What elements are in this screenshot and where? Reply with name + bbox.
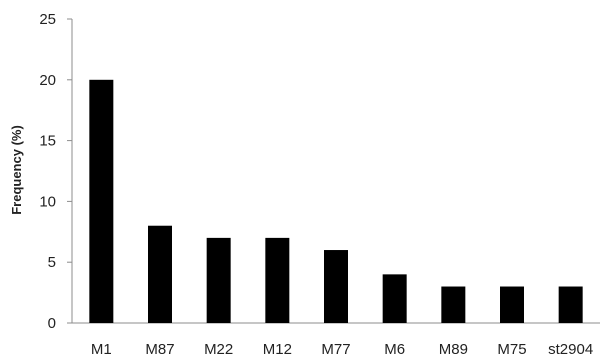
x-tick-label: M6 — [384, 341, 405, 358]
bar-m1 — [89, 80, 113, 323]
bar-m87 — [148, 226, 172, 323]
x-tick-label: M87 — [145, 341, 174, 358]
x-tick-label: M75 — [497, 341, 526, 358]
x-tick-label: M22 — [204, 341, 233, 358]
y-axis: 0 5 10 15 20 25 — [39, 11, 72, 332]
bar-m6 — [383, 274, 407, 323]
x-axis: M1 M87 M22 M12 M77 M6 M89 M75 st2904 — [72, 323, 600, 358]
bars — [89, 80, 582, 323]
x-tick-label: M77 — [321, 341, 350, 358]
y-tick-label: 5 — [48, 254, 56, 271]
bar-m77 — [324, 250, 348, 323]
bar-m89 — [441, 287, 465, 323]
bar-m75 — [500, 287, 524, 323]
x-tick-label: st2904 — [548, 341, 593, 358]
y-tick-label: 15 — [39, 133, 56, 150]
y-tick-label: 0 — [48, 315, 56, 332]
y-tick-label: 10 — [39, 193, 56, 210]
bar-m12 — [265, 238, 289, 323]
y-tick-label: 25 — [39, 11, 56, 28]
y-tick-label: 20 — [39, 72, 56, 89]
x-tick-label: M12 — [263, 341, 292, 358]
x-tick-label: M1 — [91, 341, 112, 358]
y-axis-title: Frequency (%) — [9, 125, 24, 215]
x-tick-label: M89 — [439, 341, 468, 358]
bar-m22 — [207, 238, 231, 323]
bar-st2904 — [559, 287, 583, 323]
